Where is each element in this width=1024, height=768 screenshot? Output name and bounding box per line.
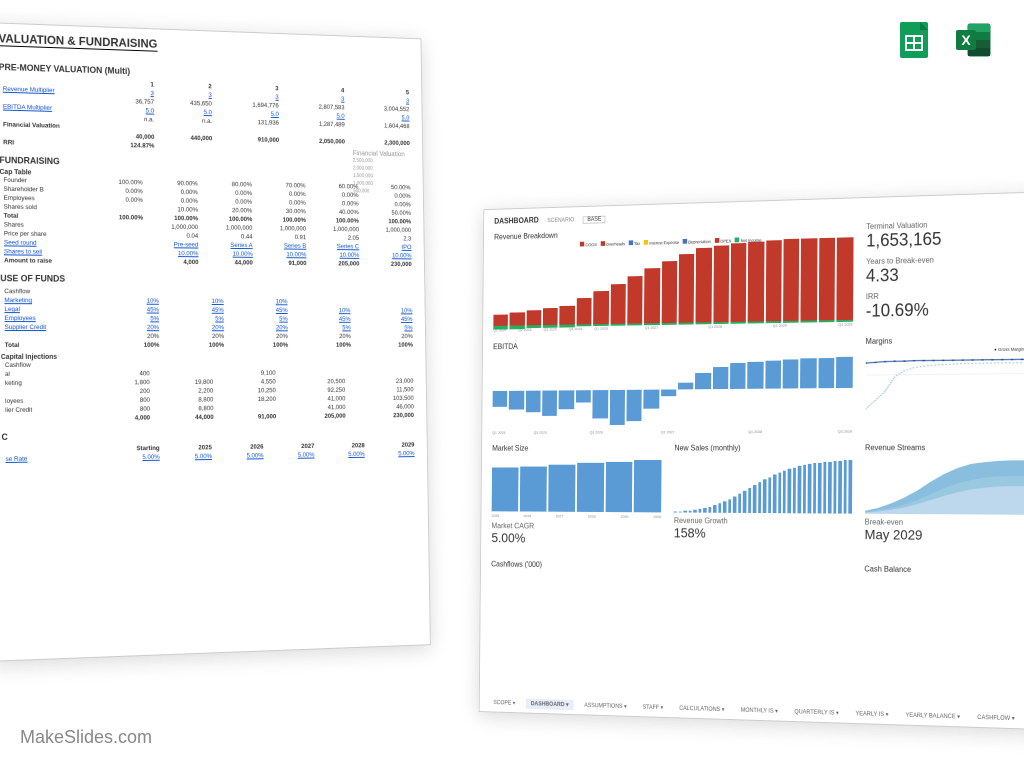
tab-quarterly is[interactable]: QUARTERLY IS ▾ xyxy=(789,706,845,718)
tab-assumptions[interactable]: ASSUMPTIONS ▾ xyxy=(579,700,632,712)
capital-table: Cashflowal4009,100keting1,80019,8004,550… xyxy=(1,360,418,424)
dashboard-title: DASHBOARD xyxy=(494,216,538,226)
revenue-streams-chart: Revenue Streams Break-even May 2029 xyxy=(864,443,1024,557)
premoney-table: 12345Revenue Multiplier3333336,757435,65… xyxy=(0,76,414,157)
watermark: MakeSlides.com xyxy=(20,727,152,748)
section-wacc: C xyxy=(1,427,417,442)
useoffunds-table: CashflowMarketing10%10%10%Legal45%45%45%… xyxy=(0,287,416,350)
section-useoffunds: USE OF FUNDS xyxy=(0,273,415,286)
svg-text:X: X xyxy=(961,32,971,48)
tab-monthly is[interactable]: MONTHLY IS ▾ xyxy=(735,705,783,717)
revenue-breakdown-chart: Revenue Breakdown COGS Overheads Tax Int… xyxy=(493,223,853,334)
tab-yearly balance[interactable]: YEARLY BALANCE ▾ xyxy=(900,710,966,723)
excel-icon: X xyxy=(954,20,994,60)
dashboard-sheet: DASHBOARD SCENARIO BASE Revenue Breakdow… xyxy=(479,191,1024,731)
app-icons: X xyxy=(894,20,994,60)
market-size-chart: Market Size 202520262027202820292030 Mar… xyxy=(491,444,662,553)
google-sheets-icon xyxy=(894,20,934,60)
kpi-column: Terminal Valuation1,653,165Years to Brea… xyxy=(866,217,1024,327)
tab-yearly is[interactable]: YEARLY IS ▾ xyxy=(850,708,894,720)
cashflows-label: Cashflows ('000) xyxy=(491,560,661,571)
tab-cashflow[interactable]: CASHFLOW ▾ xyxy=(972,712,1021,724)
sheet-title: VALUATION & FUNDRAISING xyxy=(0,31,157,51)
tab-calculations[interactable]: CALCULATIONS ▾ xyxy=(674,703,730,715)
wacc-table: Starting20252026202720282029se Rate5.00%… xyxy=(2,441,419,464)
sheet-tabs[interactable]: SCOPE ▾ DASHBOARD ▾ ASSUMPTIONS ▾ STAFF ▾ CA… xyxy=(488,697,1024,725)
tab-dashboard[interactable]: DASHBOARD ▾ xyxy=(526,698,574,710)
cashbalance-label: Cash Balance xyxy=(864,565,1024,576)
margins-chart: Margins ● Gross Margin ● Net Margin xyxy=(865,334,1024,433)
financial-valuation-chart-label: Financial Valuation 2,500,0002,000,0001,… xyxy=(353,150,406,196)
scenario-select[interactable]: BASE xyxy=(583,215,606,223)
new-sales-chart: New Sales (monthly) Revenue Growth 158% xyxy=(674,443,852,554)
valuation-sheet: VALUATION & FUNDRAISING PRE-MONEY VALUAT… xyxy=(0,22,431,662)
ebitda-chart: EBITDA Q1 2025Q3 2025Q3 2026Q1 2027Q1 20… xyxy=(492,337,852,435)
tab-staff[interactable]: STAFF ▾ xyxy=(637,702,668,713)
tab-scope[interactable]: SCOPE ▾ xyxy=(488,697,520,708)
